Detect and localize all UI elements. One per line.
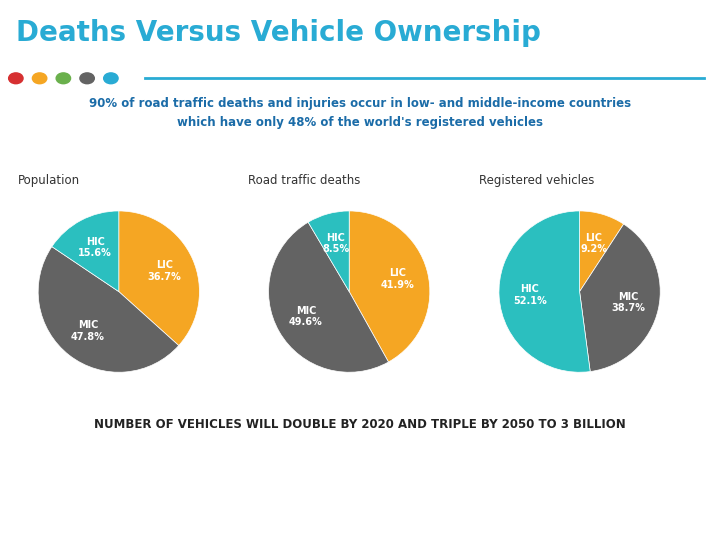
Text: NUMBER OF VEHICLES WILL DOUBLE BY 2020 AND TRIPLE BY 2050 TO 3 BILLION: NUMBER OF VEHICLES WILL DOUBLE BY 2020 A…: [94, 418, 626, 431]
Wedge shape: [119, 211, 199, 346]
Wedge shape: [580, 224, 660, 372]
Wedge shape: [38, 247, 179, 372]
Text: LIC
9.2%: LIC 9.2%: [580, 233, 608, 254]
Text: 90% of road traffic deaths and injuries occur in low- and middle-income countrie: 90% of road traffic deaths and injuries …: [89, 97, 631, 129]
Text: Deaths Versus Vehicle Ownership: Deaths Versus Vehicle Ownership: [16, 19, 541, 47]
Text: LIC
41.9%: LIC 41.9%: [381, 268, 415, 290]
Text: Registered vehicles: Registered vehicles: [479, 174, 594, 187]
Wedge shape: [52, 211, 119, 292]
Text: LIC
36.7%: LIC 36.7%: [148, 260, 181, 282]
Text: MIC
38.7%: MIC 38.7%: [611, 292, 645, 313]
Wedge shape: [349, 211, 430, 362]
Text: HIC
8.5%: HIC 8.5%: [323, 233, 350, 254]
Wedge shape: [269, 222, 389, 372]
Text: MIC
47.8%: MIC 47.8%: [71, 320, 105, 342]
Text: Population: Population: [18, 174, 80, 187]
Wedge shape: [499, 211, 590, 372]
Text: HIC
15.6%: HIC 15.6%: [78, 237, 112, 258]
Wedge shape: [308, 211, 349, 292]
Wedge shape: [580, 211, 624, 292]
Text: HIC
52.1%: HIC 52.1%: [513, 284, 546, 306]
Text: Road traffic deaths: Road traffic deaths: [248, 174, 361, 187]
Text: MIC
49.6%: MIC 49.6%: [289, 306, 323, 327]
Text: CHILDHOOD INJURY PREVENTION CONFERENCE: CHILDHOOD INJURY PREVENTION CONFERENCE: [16, 511, 272, 521]
